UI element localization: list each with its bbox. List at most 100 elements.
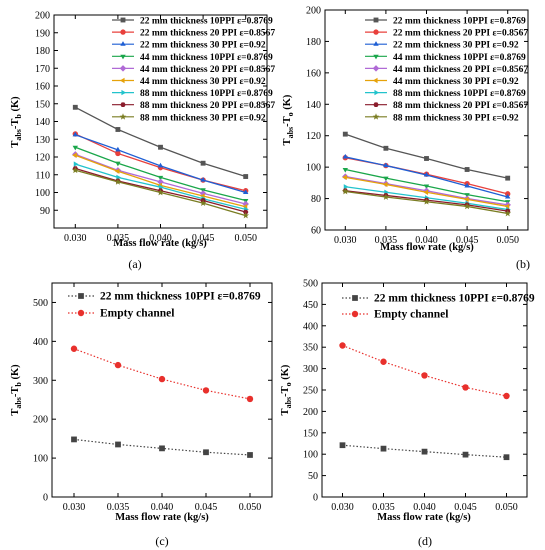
legend-marker — [374, 89, 380, 96]
series-4 — [72, 145, 249, 204]
y-tick-label: 0 — [43, 493, 48, 504]
x-axis-label: Mass flow rate (kg/s) — [377, 512, 471, 523]
y-tick-label: 90 — [40, 206, 50, 217]
y-tick-label: 180 — [306, 37, 321, 48]
legend-marker — [352, 295, 358, 301]
legend-marker — [373, 41, 379, 46]
x-tick-label: 0.040 — [149, 233, 172, 244]
legend-label: 44 mm thickness 10PPI ε=0.8769 — [140, 53, 273, 63]
legend-marker — [373, 102, 379, 108]
x-tick-label: 0.035 — [375, 235, 398, 246]
y-tick-label: 0 — [313, 493, 318, 504]
data-point — [158, 144, 163, 150]
panel-caption: (d) — [418, 534, 432, 548]
y-tick-label: 450 — [303, 300, 318, 311]
legend-label: 88 mm thickness 30 PPI ε=0.92 — [140, 113, 266, 123]
panel-caption: (a) — [128, 257, 141, 271]
series-1 — [342, 131, 511, 181]
data-point — [342, 174, 347, 181]
data-point — [71, 436, 77, 443]
series-line — [342, 344, 507, 397]
data-point — [504, 203, 510, 210]
y-tick-label: 400 — [303, 321, 318, 332]
legend-label: Empty channel — [100, 308, 174, 320]
y-tick-label: 100 — [306, 163, 321, 174]
legend: 22 mm thickness 10PPI ε=0.8769 22 mm thic… — [365, 17, 528, 123]
data-point — [383, 176, 389, 182]
y-tick-label: 150 — [303, 428, 318, 439]
data-point — [202, 387, 210, 394]
data-point — [421, 448, 428, 455]
legend-marker — [120, 29, 126, 35]
legend-label: 22 mm thickness 30 PPI ε=0.92 — [393, 41, 519, 51]
x-tick-label: 0.040 — [151, 502, 174, 513]
series-line — [342, 444, 507, 458]
data-point — [72, 152, 77, 158]
data-point — [505, 175, 511, 181]
legend-label: 22 mm thickness 10PPI ε=0.8769 — [100, 291, 261, 303]
data-point — [158, 375, 166, 383]
data-point — [464, 196, 469, 203]
data-point — [243, 189, 249, 195]
y-tick-label: 100 — [303, 450, 318, 461]
data-point — [157, 162, 164, 168]
data-point — [423, 198, 430, 205]
data-point — [343, 184, 349, 190]
y-tick-label: 140 — [35, 117, 50, 128]
panel-caption: (b) — [516, 257, 530, 271]
legend-label: 22 mm thickness 10PPI ε=0.8769 — [374, 293, 535, 305]
data-point — [70, 345, 78, 352]
data-point — [115, 161, 121, 167]
legend-label: 22 mm thickness 30 PPI ε=0.92 — [140, 41, 266, 51]
x-tick-label: 0.030 — [64, 233, 87, 244]
legend-label: 44 mm thickness 30 PPI ε=0.92 — [140, 77, 266, 87]
data-point — [200, 176, 206, 182]
data-point — [423, 184, 430, 190]
legend-label: 88 mm thickness 20 PPI ε=0.8567 — [393, 101, 528, 111]
data-point — [73, 161, 79, 167]
legend-marker — [351, 310, 359, 318]
y-tick-label: 200 — [33, 415, 48, 426]
data-point — [157, 175, 164, 181]
legend-label: 44 mm thickness 10PPI ε=0.8769 — [393, 53, 526, 63]
data-point — [423, 171, 430, 177]
y-tick-label: 120 — [306, 131, 321, 142]
legend-marker — [119, 77, 125, 84]
y-tick-label: 100 — [35, 188, 50, 199]
data-point — [505, 191, 511, 197]
series-5 — [72, 151, 249, 208]
y-tick-label: 200 — [306, 6, 321, 17]
x-tick-label: 0.040 — [415, 235, 438, 246]
x-tick-label: 0.030 — [334, 235, 357, 246]
legend-label: 22 mm thickness 20 PPI ε=0.8567 — [140, 29, 275, 39]
y-axis-label: Tabs-To (K) — [280, 364, 293, 415]
data-point — [464, 182, 470, 188]
legend: 22 mm thickness 10PPI ε=0.8769 Empty chan… — [68, 291, 261, 320]
data-point — [157, 188, 164, 196]
legend-marker — [77, 309, 85, 317]
data-point — [114, 168, 120, 174]
x-tick-label: 0.050 — [234, 233, 257, 244]
x-tick-label: 0.045 — [454, 502, 477, 513]
data-point — [242, 212, 250, 219]
legend-marker — [372, 113, 380, 120]
data-point — [342, 153, 348, 159]
data-point — [423, 189, 429, 195]
x-tick-label: 0.040 — [413, 502, 436, 513]
legend-label: 22 mm thickness 10PPI ε=0.8769 — [393, 17, 526, 27]
x-tick-label: 0.030 — [63, 502, 86, 513]
legend-label: Empty channel — [374, 309, 448, 321]
x-tick-label: 0.035 — [107, 502, 130, 513]
x-tick-label: 0.035 — [107, 233, 130, 244]
data-point — [72, 104, 78, 110]
y-tick-label: 60 — [311, 226, 321, 237]
legend-marker — [119, 65, 127, 72]
data-point — [199, 199, 207, 206]
data-point — [72, 145, 78, 151]
chart-panel-b: 60 80 100 120 140 160 180 200 0.030 0.035 0.040 0.0… — [282, 6, 530, 272]
legend-label: 44 mm thickness 20 PPI ε=0.8567 — [140, 65, 275, 75]
data-point — [505, 193, 511, 199]
data-point — [200, 160, 206, 166]
data-point — [421, 372, 428, 379]
